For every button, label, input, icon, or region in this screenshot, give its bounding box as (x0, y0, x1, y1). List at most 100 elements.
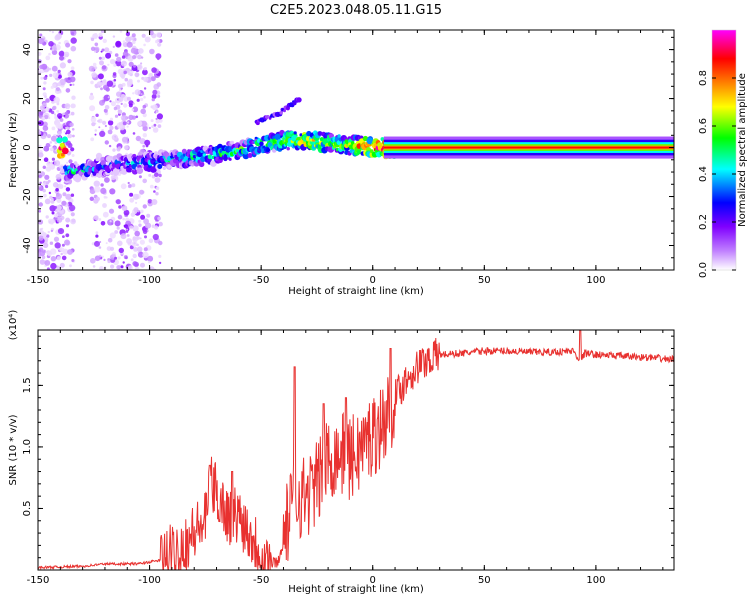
noise-speck (131, 241, 138, 247)
noise-speck (105, 242, 108, 245)
x-tick-label: -100 (138, 275, 161, 286)
noise-speck (49, 195, 53, 200)
trace-blob (210, 160, 217, 167)
noise-speck (139, 138, 146, 145)
noise-speck (71, 103, 76, 109)
noise-speck (102, 38, 108, 44)
noise-speck (142, 104, 147, 109)
noise-speck (67, 77, 71, 80)
noise-speck (90, 37, 95, 42)
noise-speck (38, 230, 45, 236)
noise-speck (117, 146, 122, 150)
noise-speck (135, 201, 138, 204)
noise-speck (112, 35, 116, 38)
noise-speck (101, 80, 107, 86)
noise-speck (38, 210, 42, 213)
noise-speck (64, 185, 67, 188)
noise-speck (158, 261, 162, 265)
noise-speck (112, 72, 117, 76)
noise-speck (103, 258, 106, 261)
snr-xlabel: Height of straight line (km) (288, 584, 424, 595)
noise-speck (140, 97, 144, 101)
noise-speck (142, 69, 148, 76)
noise-speck (114, 256, 117, 260)
y-tick-label: 1.5 (22, 377, 33, 393)
noise-speck (120, 116, 123, 119)
noise-speck (108, 144, 112, 148)
noise-speck (106, 80, 114, 87)
noise-speck (104, 105, 110, 110)
trace-blob (120, 165, 125, 170)
snr-frame (37, 329, 675, 571)
y-tick-label: -20 (22, 188, 33, 204)
noise-speck (49, 147, 54, 152)
noise-speck (103, 108, 108, 113)
noise-speck (133, 247, 138, 252)
trace-blob (190, 163, 195, 167)
noise-speck (70, 45, 77, 52)
noise-speck (91, 122, 96, 127)
noise-speck (51, 126, 56, 131)
noise-speck (108, 208, 115, 214)
noise-speck (93, 215, 99, 221)
noise-speck (47, 218, 54, 225)
noise-speck (113, 78, 117, 82)
noise-speck (71, 259, 75, 262)
noise-speck (101, 56, 105, 61)
noise-speck (59, 55, 64, 61)
noise-speck (117, 256, 121, 260)
noise-speck (107, 219, 114, 226)
noise-speck (137, 48, 144, 54)
noise-speck (48, 191, 52, 195)
noise-speck (88, 94, 95, 101)
x-tick-label: 0 (370, 275, 376, 286)
noise-speck (50, 256, 57, 262)
noise-speck (38, 71, 41, 74)
noise-speck (92, 62, 97, 67)
noise-speck (128, 59, 131, 62)
noise-speck (51, 65, 58, 72)
noise-speck (51, 48, 55, 52)
noise-speck (54, 160, 61, 167)
noise-speck (156, 82, 162, 87)
noise-speck (65, 193, 72, 200)
trace-blob (336, 140, 342, 146)
noise-speck (96, 81, 103, 88)
noise-speck (57, 228, 65, 235)
noise-speck (39, 33, 43, 37)
noise-speck (91, 72, 97, 78)
noise-speck (147, 199, 153, 204)
noise-speck (132, 106, 139, 113)
noise-speck (44, 260, 51, 266)
noise-speck (68, 204, 76, 212)
noise-speck (134, 89, 141, 96)
noise-speck (126, 125, 129, 128)
noise-speck (101, 48, 105, 52)
noise-speck (64, 111, 69, 116)
noise-speck (99, 241, 102, 243)
noise-speck (99, 130, 106, 137)
noise-speck (158, 221, 163, 227)
noise-speck (38, 51, 42, 56)
noise-speck (38, 37, 45, 45)
noise-speck (148, 173, 152, 177)
noise-speck (107, 129, 113, 135)
noise-speck (98, 56, 102, 60)
noise-speck (69, 83, 72, 87)
noise-speck (100, 87, 103, 91)
noise-speck (101, 65, 107, 70)
noise-speck (130, 47, 137, 54)
noise-speck (70, 218, 76, 225)
spectrogram-frame (37, 29, 675, 271)
noise-speck (151, 125, 155, 128)
snr-ylabel: SNR (10 * v/v) (8, 414, 19, 485)
noise-speck (150, 119, 154, 123)
noise-speck (128, 265, 133, 270)
noise-speck (62, 235, 65, 239)
noise-speck (54, 242, 61, 249)
noise-speck (67, 59, 72, 64)
trace-blob (181, 148, 187, 154)
noise-speck (45, 166, 52, 172)
noise-speck (136, 98, 140, 102)
noise-speck (56, 110, 60, 113)
